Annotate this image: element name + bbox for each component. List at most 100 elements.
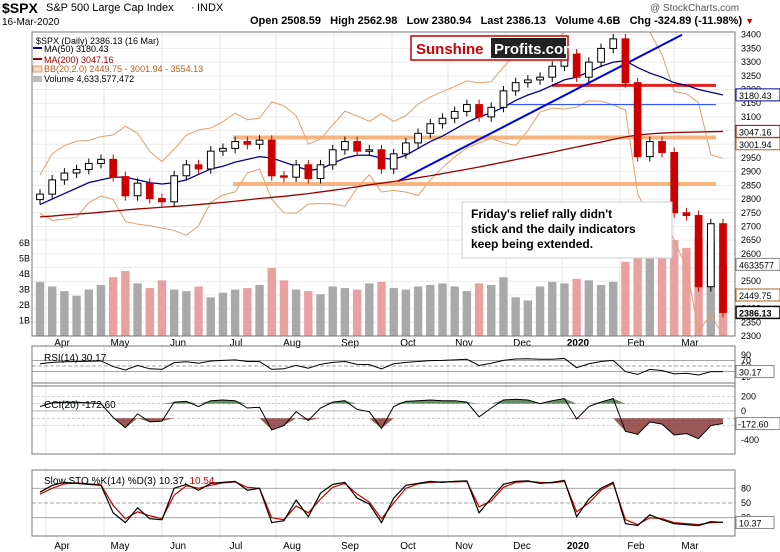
volume-bar: [157, 280, 167, 336]
cci-tick-0: 0: [741, 406, 746, 416]
x-tick-label-bottom-Nov: Nov: [455, 541, 473, 552]
volume-bar: [682, 247, 691, 336]
annotation-box: Friday's relief rally didn't stick and t…: [461, 201, 673, 259]
legend-ma200: MA(200) 3047.16: [44, 55, 114, 65]
sto-k-line: [39, 479, 724, 527]
candle-body: [280, 175, 288, 178]
volume-bar: [645, 258, 655, 336]
sunshine-profits-logo: Sunshine Profits.com: [410, 35, 577, 61]
candle-body: [682, 212, 691, 216]
candle-body: [341, 141, 349, 151]
price-tick-2600: 2600: [741, 249, 761, 259]
volume-bar: [499, 277, 508, 336]
x-tick-label-Jun: Jun: [170, 338, 186, 349]
volume-bar: [426, 284, 435, 336]
x-tick-label-bottom-Oct: Oct: [400, 541, 416, 552]
price-tag-4: 2386.13: [739, 308, 772, 318]
volume-bar: [474, 283, 484, 336]
candle-body: [621, 38, 630, 84]
volume-bar: [304, 291, 313, 336]
volume-tick-1B: 1B: [19, 316, 30, 326]
candle-body: [389, 153, 398, 170]
candle-body: [109, 158, 118, 178]
volume-bar: [35, 281, 45, 336]
volume-legend-swatch: [33, 76, 42, 82]
volume-bar: [243, 288, 252, 336]
cci-tick-200: 200: [741, 391, 756, 401]
candle-body: [438, 117, 447, 125]
price-tick-2800: 2800: [741, 194, 761, 204]
candle-body: [633, 82, 642, 158]
price-tick-2500: 2500: [741, 276, 761, 286]
volume-bar: [267, 267, 276, 336]
cci-tick--400: -400: [741, 435, 759, 445]
candle-body: [353, 141, 361, 152]
volume-bar: [657, 250, 667, 336]
price-tick-2850: 2850: [741, 180, 761, 190]
low-value: 2380.94: [431, 15, 472, 27]
candle-body: [536, 76, 544, 81]
candle-body: [60, 172, 69, 181]
candle-body: [658, 141, 666, 154]
price-tag-box: [735, 257, 780, 271]
candle-body: [414, 132, 422, 144]
rsi-line: [39, 357, 723, 376]
volume-tick-3B: 3B: [19, 285, 30, 295]
volume-bar: [511, 297, 520, 336]
candle-body: [584, 61, 593, 78]
watermark[interactable]: @ StockCharts.com: [650, 3, 740, 14]
rsi-tag-box: [735, 365, 775, 379]
candle-body: [36, 193, 44, 201]
svg-text:Profits.com: Profits.com: [494, 41, 577, 58]
volume-bar: [108, 277, 118, 336]
svg-text:Sunshine: Sunshine: [416, 41, 484, 58]
candle-body: [450, 110, 459, 119]
volume-bar: [596, 284, 606, 336]
annotation-line-3: keep being extended.: [471, 237, 593, 251]
volume-bar: [584, 280, 594, 336]
candle-body: [670, 152, 679, 214]
panel-frame-0: [31, 31, 736, 337]
volume-bar: [450, 286, 459, 336]
candle-body: [219, 147, 227, 152]
volume-bar: [230, 289, 240, 336]
volume-bar: [328, 286, 337, 336]
bb-legend-swatch: [32, 65, 43, 73]
candle-body: [182, 164, 191, 177]
last-value: 2386.13: [506, 15, 547, 27]
x-tick-label-bottom-Jul: Jul: [230, 541, 243, 552]
volume-bar: [572, 278, 581, 336]
price-tick-3300: 3300: [741, 57, 761, 67]
candle-body: [170, 175, 179, 203]
volume-bar: [121, 271, 130, 336]
price-tag-box: [735, 288, 780, 302]
price-tick-2300: 2300: [741, 331, 761, 341]
volume-bar: [560, 283, 569, 336]
x-tick-label-May: May: [111, 338, 130, 349]
rsi-tick-90: 90: [741, 350, 751, 360]
candle-body: [304, 164, 313, 180]
high-value: 2562.98: [357, 15, 398, 27]
candle-body: [255, 139, 264, 145]
x-tick-label-bottom-Apr: Apr: [54, 541, 70, 552]
price-tick-2350: 2350: [741, 317, 761, 327]
price-tag-2: 3001.94: [739, 140, 772, 150]
sto-tag: 10.37: [739, 518, 762, 528]
price-tick-3250: 3250: [741, 71, 761, 81]
candle-body: [377, 149, 386, 170]
volume-bar: [145, 288, 154, 336]
candle-body: [267, 139, 276, 177]
candle-body: [524, 79, 532, 84]
candle-body: [694, 214, 703, 288]
chart-header: $SPX S&P 500 Large Cap Index · INDX 16-M…: [0, 0, 780, 32]
x-tick-label-bottom-Feb: Feb: [627, 541, 645, 552]
sto-tag-box: [735, 515, 775, 529]
volume-bar: [48, 286, 57, 336]
sto-d-line: [39, 480, 724, 526]
rsi-tag: 30.17: [739, 368, 762, 378]
bb-lower-line: [39, 100, 724, 337]
index-description: S&P 500 Large Cap Index: [46, 2, 174, 14]
legend-bb: BB(20,2.0) 2449.75 - 3001.94 - 3554.13: [44, 64, 203, 74]
volume-bar: [206, 297, 215, 336]
candle-body: [548, 65, 557, 78]
